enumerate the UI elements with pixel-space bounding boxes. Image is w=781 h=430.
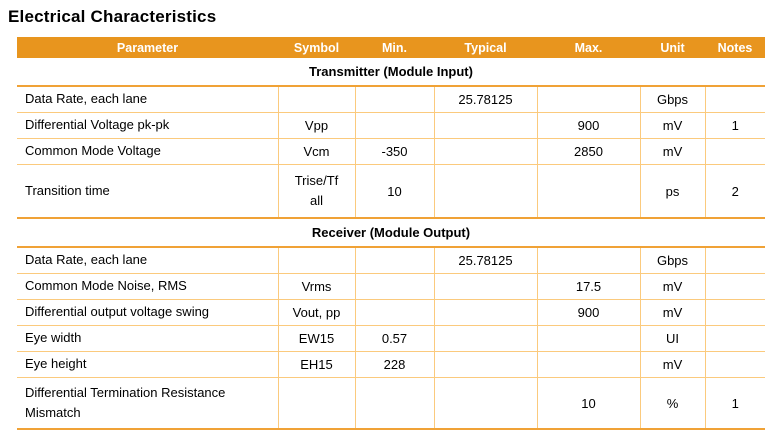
cell-unit: mV (640, 138, 706, 165)
cell-symbol: Vout, pp (278, 299, 356, 326)
cell-min (355, 273, 435, 300)
cell-notes (705, 299, 765, 326)
cell-notes: 1 (705, 112, 765, 139)
cell-max (537, 351, 641, 378)
cell-typical (434, 351, 538, 378)
table-row: Differential Termination Resistance Mism… (17, 377, 765, 430)
table-header: Parameter Symbol Min. Typical Max. Unit … (17, 37, 765, 58)
cell-notes (705, 247, 765, 274)
column-header-max: Max. (537, 37, 640, 58)
table-row: Data Rate, each lane 25.78125 Gbps (17, 86, 765, 113)
column-header-unit: Unit (640, 37, 705, 58)
cell-symbol: Vpp (278, 112, 356, 139)
cell-typical: 25.78125 (434, 247, 538, 274)
cell-min: 10 (355, 164, 435, 219)
cell-unit: UI (640, 325, 706, 352)
cell-min (355, 247, 435, 274)
column-header-parameter: Parameter (17, 37, 278, 58)
section-title: Transmitter (Module Input) (17, 58, 765, 87)
column-header-notes: Notes (705, 37, 765, 58)
column-header-symbol: Symbol (278, 37, 355, 58)
electrical-characteristics-table: Parameter Symbol Min. Typical Max. Unit … (17, 37, 765, 430)
cell-max (537, 325, 641, 352)
cell-parameter: Eye width (17, 325, 279, 352)
cell-parameter: Differential Termination Resistance Mism… (17, 377, 279, 430)
cell-min (355, 299, 435, 326)
cell-max: 900 (537, 112, 641, 139)
cell-symbol: Trise/Tf all (278, 164, 356, 219)
cell-typical (434, 138, 538, 165)
cell-symbol (278, 377, 356, 430)
cell-notes (705, 351, 765, 378)
cell-notes (705, 138, 765, 165)
cell-parameter: Eye height (17, 351, 279, 378)
table-row: Differential output voltage swing Vout, … (17, 299, 765, 326)
cell-min: 228 (355, 351, 435, 378)
cell-typical (434, 377, 538, 430)
cell-parameter: Data Rate, each lane (17, 247, 279, 274)
cell-notes (705, 86, 765, 113)
section-title: Receiver (Module Output) (17, 217, 765, 248)
cell-symbol (278, 247, 356, 274)
cell-typical (434, 164, 538, 219)
cell-symbol: EH15 (278, 351, 356, 378)
cell-min (355, 377, 435, 430)
section-header-receiver: Receiver (Module Output) (17, 217, 765, 248)
cell-typical (434, 299, 538, 326)
table-row: Common Mode Noise, RMS Vrms 17.5 mV (17, 273, 765, 300)
header-row: Parameter Symbol Min. Typical Max. Unit … (17, 37, 765, 58)
table-row: Common Mode Voltage Vcm -350 2850 mV (17, 138, 765, 165)
cell-symbol: EW15 (278, 325, 356, 352)
cell-symbol (278, 86, 356, 113)
cell-unit: mV (640, 299, 706, 326)
table-row: Data Rate, each lane 25.78125 Gbps (17, 247, 765, 274)
cell-parameter: Data Rate, each lane (17, 86, 279, 113)
cell-parameter: Common Mode Noise, RMS (17, 273, 279, 300)
cell-max (537, 164, 641, 219)
cell-min (355, 86, 435, 113)
column-header-min: Min. (355, 37, 434, 58)
cell-max: 17.5 (537, 273, 641, 300)
cell-parameter: Common Mode Voltage (17, 138, 279, 165)
cell-max (537, 247, 641, 274)
table-row: Eye height EH15 228 mV (17, 351, 765, 378)
cell-unit: % (640, 377, 706, 430)
cell-unit: Gbps (640, 247, 706, 274)
cell-notes (705, 273, 765, 300)
cell-max: 2850 (537, 138, 641, 165)
cell-notes (705, 325, 765, 352)
cell-unit: Gbps (640, 86, 706, 113)
table-row: Transition time Trise/Tf all 10 ps 2 (17, 164, 765, 219)
cell-typical (434, 112, 538, 139)
cell-notes: 1 (705, 377, 765, 430)
cell-parameter: Differential output voltage swing (17, 299, 279, 326)
cell-symbol: Vcm (278, 138, 356, 165)
cell-typical (434, 273, 538, 300)
table-row: Eye width EW15 0.57 UI (17, 325, 765, 352)
cell-symbol: Vrms (278, 273, 356, 300)
cell-typical: 25.78125 (434, 86, 538, 113)
cell-unit: mV (640, 351, 706, 378)
cell-typical (434, 325, 538, 352)
cell-min: 0.57 (355, 325, 435, 352)
table-row: Differential Voltage pk-pk Vpp 900 mV 1 (17, 112, 765, 139)
page-title: Electrical Characteristics (8, 7, 217, 26)
cell-min (355, 112, 435, 139)
cell-unit: ps (640, 164, 706, 219)
section-header-transmitter: Transmitter (Module Input) (17, 58, 765, 87)
cell-max: 10 (537, 377, 641, 430)
cell-notes: 2 (705, 164, 765, 219)
cell-max (537, 86, 641, 113)
cell-min: -350 (355, 138, 435, 165)
cell-parameter: Differential Voltage pk-pk (17, 112, 279, 139)
cell-max: 900 (537, 299, 641, 326)
column-header-typical: Typical (434, 37, 537, 58)
cell-parameter: Transition time (17, 164, 279, 219)
cell-unit: mV (640, 273, 706, 300)
cell-unit: mV (640, 112, 706, 139)
